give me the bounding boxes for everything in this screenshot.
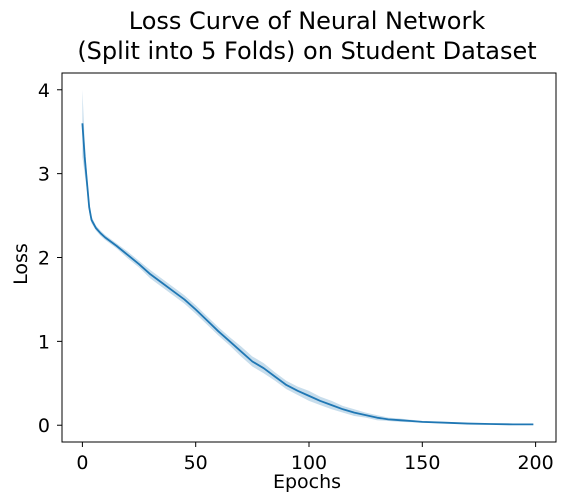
y-tick-label: 3	[38, 164, 50, 186]
plot-area: 0 50 100 150 200 0 1 2 3 4	[38, 72, 557, 474]
plot-frame	[61, 72, 557, 443]
x-tick-label: 50	[184, 452, 208, 474]
y-tick-label: 0	[38, 415, 50, 437]
loss-line-0	[81, 123, 534, 426]
chart-title-line-1: Loss Curve of Neural Network	[129, 7, 486, 35]
x-tick-label: 0	[76, 452, 88, 474]
x-axis-label: Epochs	[273, 471, 341, 493]
y-tick-label: 4	[38, 80, 50, 102]
y-axis-label: Loss	[10, 243, 32, 285]
chart-title-line-2: (Split into 5 Folds) on Student Dataset	[77, 37, 536, 65]
y-tick-label: 2	[38, 248, 50, 270]
x-tick-label: 200	[517, 452, 553, 474]
confidence-band-0	[82, 89, 534, 425]
y-tick-label: 1	[38, 331, 50, 353]
x-tick-label: 100	[291, 452, 327, 474]
x-tick-label: 150	[404, 452, 440, 474]
